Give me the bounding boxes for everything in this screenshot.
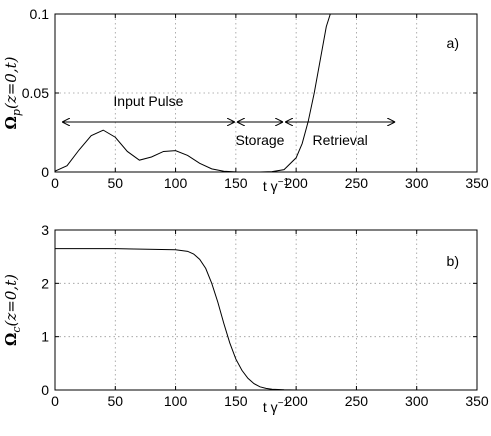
x-tick-label: 250 — [345, 175, 369, 191]
x-tick-label: 250 — [345, 393, 369, 409]
annotation-label: Retrieval — [313, 132, 368, 148]
y-tick-label: 0.05 — [22, 85, 49, 101]
series-line — [55, 14, 331, 172]
y-tick-label: 1 — [41, 329, 49, 345]
annotation-label: Input Pulse — [113, 93, 183, 109]
x-tick-label: 300 — [405, 393, 429, 409]
y-tick-label: 0.1 — [30, 6, 50, 22]
panel-label: a) — [447, 35, 459, 51]
y-tick-label: 3 — [41, 222, 49, 238]
x-tick-label: 200 — [284, 393, 308, 409]
x-tick-label: 100 — [164, 393, 188, 409]
x-axis-label: t γ−1 — [263, 398, 290, 415]
x-tick-label: 350 — [465, 175, 489, 191]
x-tick-label: 300 — [405, 175, 429, 191]
y-tick-label: 0 — [41, 164, 49, 180]
y-tick-label: 2 — [41, 275, 49, 291]
x-tick-label: 100 — [164, 175, 188, 191]
y-tick-label: 0 — [41, 382, 49, 398]
x-tick-label: 200 — [284, 175, 308, 191]
x-tick-label: 0 — [51, 393, 59, 409]
panel-a: 0 50 100 150 200 250 300 350 0 0.05 0.1 t γ−1 Ωp(z=0… — [2, 6, 489, 194]
x-tick-label: 350 — [465, 393, 489, 409]
x-tick-label: 0 — [51, 175, 59, 191]
y-axis-label: Ωc(z=0,t) — [2, 274, 23, 346]
panel-label: b) — [447, 253, 459, 269]
plot-frame — [54, 229, 478, 391]
x-tick-label: 50 — [107, 175, 123, 191]
panel-b: 0 50 100 150 200 250 300 350 0 1 2 3 t γ−1 Ωc(z=0,t) b… — [2, 222, 489, 415]
x-tick-label: 150 — [224, 393, 248, 409]
x-axis-label: t γ−1 — [263, 177, 290, 194]
series-line — [55, 248, 477, 390]
y-axis-label: Ωp(z=0,t) — [2, 56, 23, 129]
x-tick-label: 50 — [107, 393, 123, 409]
x-tick-label: 150 — [224, 175, 248, 191]
annotation-label: Storage — [235, 132, 284, 148]
